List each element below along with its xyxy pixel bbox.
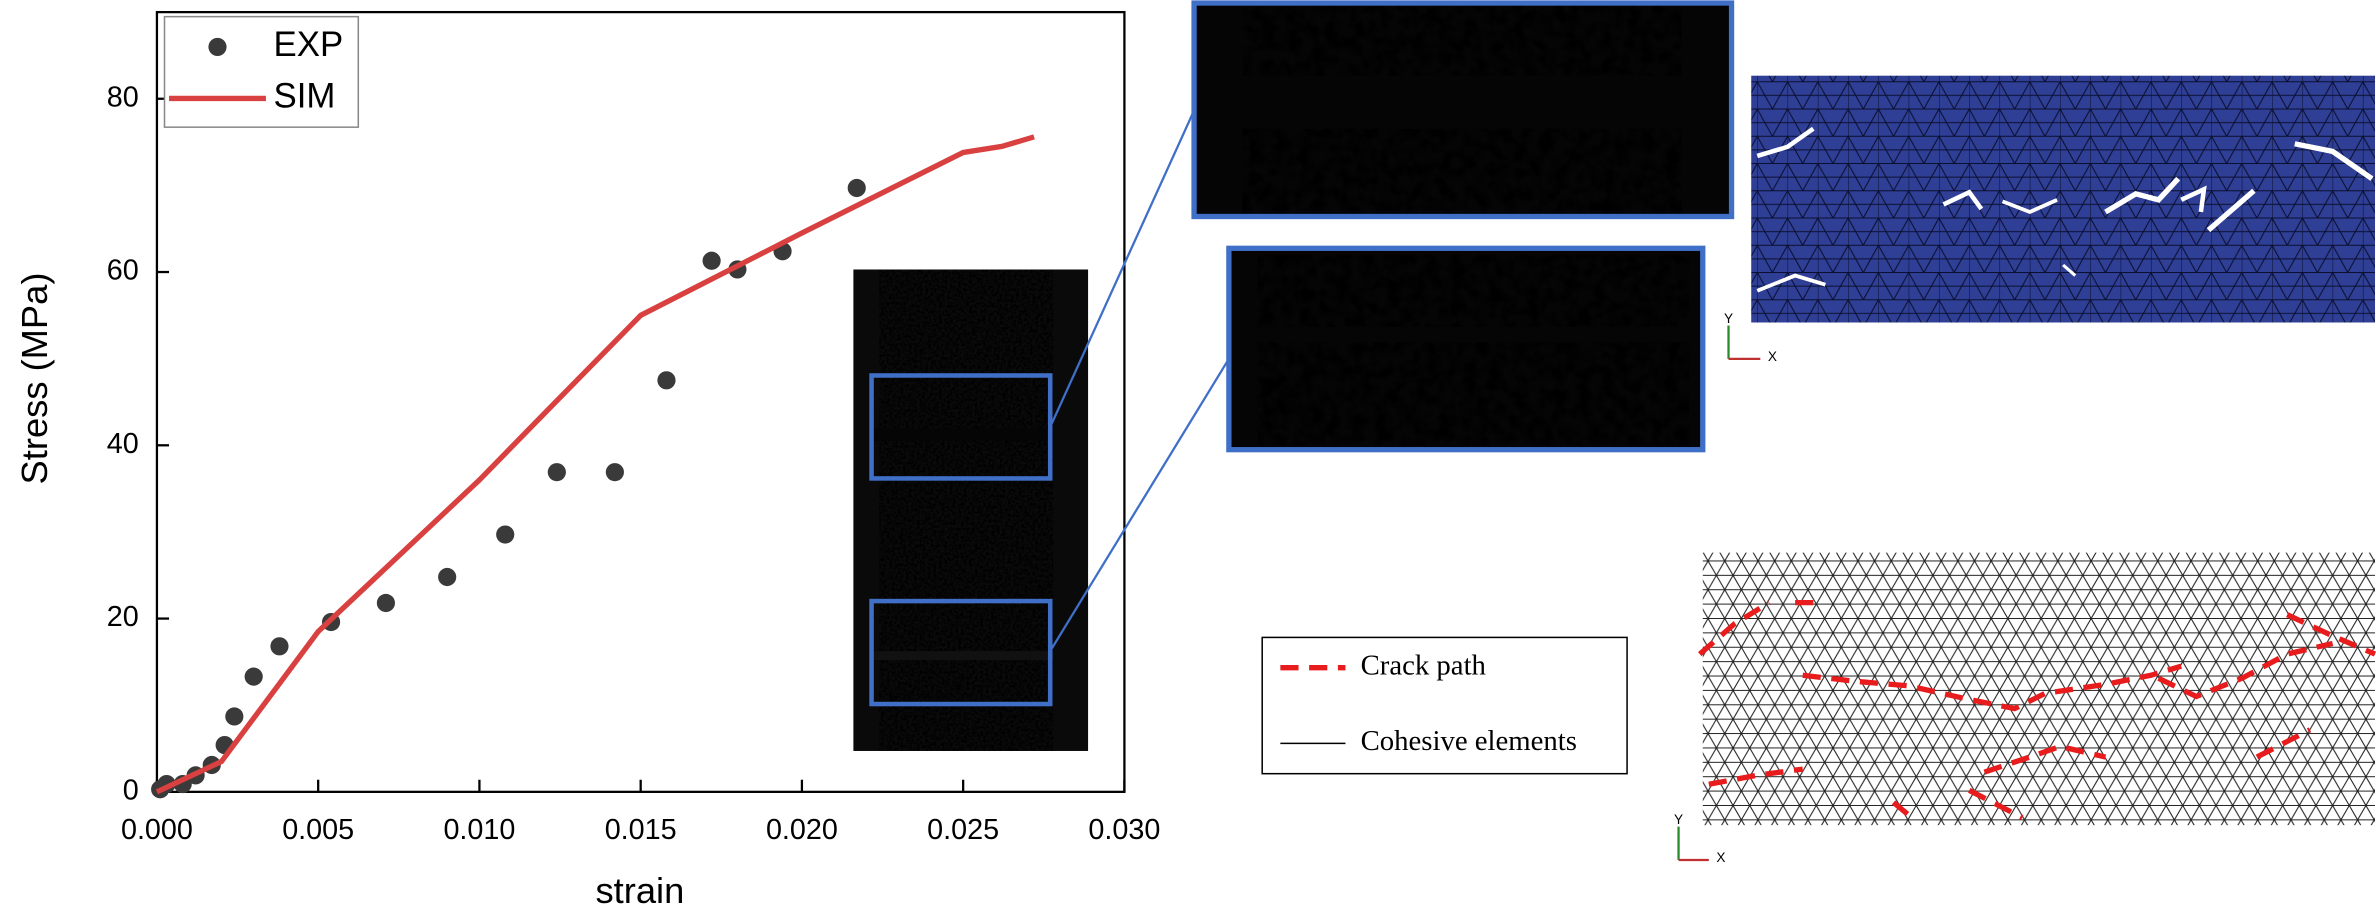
specimen-photo (853, 111, 1228, 751)
x-axis-label: strain (595, 870, 684, 911)
legend-marker (208, 38, 226, 56)
mesh-blue (1751, 76, 2375, 323)
legend-label: Cohesive elements (1361, 725, 1577, 757)
y-tick-label: 20 (107, 601, 139, 633)
triad-label: Y (1724, 311, 1733, 326)
data-point (606, 463, 624, 481)
data-point (848, 179, 866, 197)
figure: strain Stress (MPa) 0.000 0.005 0.010 0.015… (0, 0, 2376, 916)
x-tick-label: 0.005 (282, 814, 354, 846)
legend-label: Crack path (1361, 649, 1486, 681)
data-point (377, 594, 395, 612)
triad-label: Y (1674, 812, 1683, 827)
legend-label: SIM (274, 77, 336, 116)
x-tick-label: 0.020 (766, 814, 838, 846)
data-point (245, 668, 263, 686)
triad-label: X (1768, 349, 1777, 364)
x-tick-label: 0.010 (443, 814, 515, 846)
y-tick-label: 80 (107, 81, 139, 113)
triad-label: X (1716, 850, 1725, 865)
data-point (703, 252, 721, 270)
legend-label: EXP (274, 25, 344, 64)
data-point (225, 707, 243, 725)
mesh-white (1700, 553, 2375, 826)
data-point (270, 637, 288, 655)
data-point (438, 568, 456, 586)
y-tick-label: 60 (107, 255, 139, 287)
data-point (657, 371, 675, 389)
x-tick-label: 0.000 (121, 814, 193, 846)
y-tick-label: 40 (107, 428, 139, 460)
x-tick-label: 0.015 (605, 814, 677, 846)
data-point (496, 525, 514, 543)
x-tick-label: 0.025 (927, 814, 999, 846)
y-tick-label: 0 (123, 774, 139, 806)
zoom-bottom (1229, 248, 1703, 449)
y-axis-label: Stress (MPa) (14, 273, 55, 485)
zoom-top (1194, 3, 1731, 216)
mesh-legend: Crack path Cohesive elements (1262, 637, 1627, 773)
x-tick-label: 0.030 (1088, 814, 1160, 846)
data-point (548, 463, 566, 481)
